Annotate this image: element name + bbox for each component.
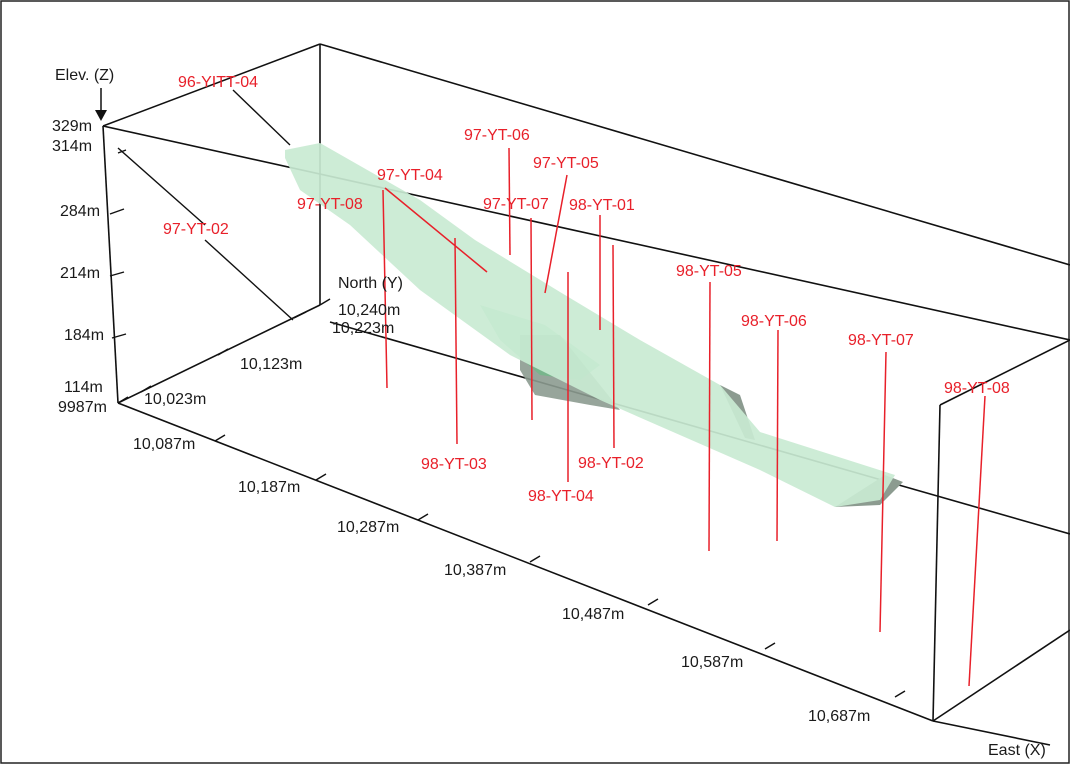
orebody-shape (285, 143, 903, 507)
drillhole-label-98-yt-05: 98-YT-05 (676, 263, 742, 280)
drillhole-trace-97-yt-04 (384, 187, 488, 273)
drillhole-labels: 96-YITT-04 97-YT-02 97-YT-08 97-YT-04 97… (163, 74, 1010, 505)
drillhole-trace-98-yt-08 (968, 395, 986, 687)
box-top-right-edge (939, 339, 1070, 406)
drillhole-label-98-yt-01: 98-YT-01 (569, 197, 635, 214)
elevation-arrow (95, 88, 107, 121)
drillhole-label-98-yt-07: 98-YT-07 (848, 332, 914, 349)
drillhole-label-98-yt-08: 98-YT-08 (944, 380, 1010, 397)
drillhole-trace-98-yt-02 (612, 244, 615, 449)
box-back-top-edge (319, 43, 1070, 266)
north-tick-label: 10,023m (144, 391, 206, 408)
drillhole-label-97-yt-04: 97-YT-04 (377, 167, 443, 184)
box-frame (102, 43, 1070, 746)
north-tick-label: 10,223m (332, 320, 394, 337)
orebody-surface (285, 143, 895, 507)
drillhole-trace-97-yt-08 (382, 189, 388, 389)
elevation-tick-label: 114m (64, 379, 103, 396)
drillhole-trace-97-yt-06 (508, 147, 511, 256)
east-tick-label: 10,487m (562, 606, 624, 623)
north-axis-ticks (117, 298, 331, 404)
east-tick-label: 10,687m (808, 708, 870, 725)
drillhole-label-98-yt-03: 98-YT-03 (421, 456, 487, 473)
elevation-tick-label: 314m (52, 138, 92, 155)
leader-97-yt-02 (204, 239, 294, 321)
drillhole-trace-98-yt-07 (879, 351, 887, 633)
drillhole-label-97-yt-05: 97-YT-05 (533, 155, 599, 172)
leader-97-yt-02-upper (117, 147, 206, 226)
north-tick-label: 10,123m (240, 356, 302, 373)
box-bottom-right-edge (932, 629, 1070, 722)
east-axis-ticks (214, 434, 906, 698)
drillhole-trace-98-yt-05 (708, 281, 711, 552)
drillhole-label-97-yt-02: 97-YT-02 (163, 221, 229, 238)
east-tick-label: 10,587m (681, 654, 743, 671)
east-axis-extension (932, 720, 1051, 746)
elevation-tick-label: 184m (64, 327, 104, 344)
box-front-right-vertical (932, 404, 941, 722)
drillhole-trace-98-yt-06 (776, 329, 779, 542)
leader-lines (117, 89, 294, 321)
east-tick-label: 10,387m (444, 562, 506, 579)
axis-labels: Elev. (Z) 329m 314m 284m 214m 184m 114m … (52, 67, 1046, 759)
east-tick-label: 10,187m (238, 479, 300, 496)
drillhole-label-97-yt-07: 97-YT-07 (483, 196, 549, 213)
arrow-down-icon (95, 110, 107, 121)
drillhole-trace-97-yt-07 (530, 217, 533, 421)
elevation-tick-label: 214m (60, 265, 100, 282)
north-tick-label: 9987m (58, 399, 107, 416)
north-axis-title: North (Y) (338, 275, 403, 292)
north-tick-label: 10,240m (338, 302, 400, 319)
drillhole-trace-98-yt-03 (454, 237, 458, 445)
box-front-bottom-edge (117, 402, 934, 722)
box-front-top-edge (102, 125, 1070, 341)
drillhole-traces (382, 147, 986, 687)
drillhole-trace-97-yt-05 (544, 174, 568, 294)
drillhole-label-96-yitt-04: 96-YITT-04 (178, 74, 258, 91)
elevation-ticks (109, 149, 127, 339)
east-tick-label: 10,087m (133, 436, 195, 453)
elevation-tick-label: 284m (60, 203, 100, 220)
elevation-axis-title: Elev. (Z) (55, 67, 114, 84)
box-top-left-edge (102, 43, 321, 127)
drillhole-label-97-yt-06: 97-YT-06 (464, 127, 530, 144)
box-front-left-vertical (102, 125, 119, 404)
drillhole-label-98-yt-06: 98-YT-06 (741, 313, 807, 330)
leader-96-yitt-04 (232, 89, 291, 146)
elevation-tick-label: 329m (52, 118, 92, 135)
drillhole-label-98-yt-02: 98-YT-02 (578, 455, 644, 472)
east-axis-title: East (X) (988, 742, 1046, 759)
east-tick-label: 10,287m (337, 519, 399, 536)
drillhole-label-98-yt-04: 98-YT-04 (528, 488, 594, 505)
drillhole-label-97-yt-08: 97-YT-08 (297, 196, 363, 213)
